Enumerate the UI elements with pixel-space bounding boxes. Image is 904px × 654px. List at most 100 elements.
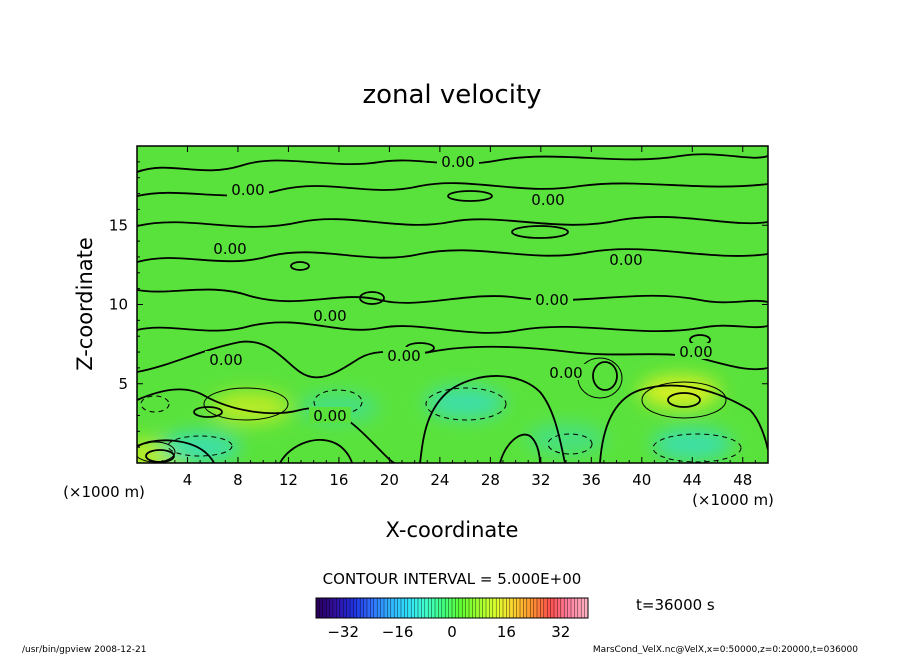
colorbar-cell bbox=[560, 598, 565, 618]
colorbar-cell bbox=[316, 598, 320, 618]
colorbar-cell bbox=[581, 598, 586, 618]
colorbar-cell bbox=[370, 598, 375, 618]
cool-spot-4 bbox=[526, 423, 607, 456]
contour-label-bg bbox=[675, 343, 717, 359]
x-tick-label: 32 bbox=[531, 471, 550, 489]
x-tick-label: 8 bbox=[233, 471, 243, 489]
colorbar-cell bbox=[350, 598, 354, 618]
colorbar-cell bbox=[472, 598, 477, 618]
y-tick-label: 10 bbox=[109, 296, 128, 314]
colorbar-cell bbox=[397, 598, 402, 618]
colorbar-cell bbox=[475, 598, 480, 618]
colorbar-tick-label: 32 bbox=[551, 623, 570, 641]
colorbar-cell bbox=[577, 598, 582, 618]
colorbar-tick-label: 16 bbox=[497, 623, 516, 641]
colorbar-cell bbox=[543, 598, 548, 618]
colorbar-tick-label: 0 bbox=[447, 623, 457, 641]
colorbar-cell bbox=[506, 598, 511, 618]
colorbar-cell bbox=[540, 598, 545, 618]
colorbar bbox=[315, 598, 589, 618]
colorbar-cell bbox=[333, 598, 337, 618]
footer-left: /usr/bin/gpview 2008-12-21 bbox=[22, 645, 146, 654]
x-tick-label: 36 bbox=[582, 471, 601, 489]
colorbar-cell bbox=[564, 598, 569, 618]
contour-label: 0.00 bbox=[549, 364, 582, 382]
x-tick-label: 16 bbox=[329, 471, 348, 489]
colorbar-cell bbox=[343, 598, 348, 618]
colorbar-ticks: −32 −16 0 16 32 bbox=[327, 623, 570, 641]
colorbar-cell bbox=[384, 598, 388, 618]
colorbar-cell bbox=[401, 598, 405, 618]
x-axis: 4 8 12 16 20 24 28 32 36 40 44 48 bbox=[149, 146, 756, 489]
colorbar-tick-label: −16 bbox=[382, 623, 414, 641]
colorbar-cell bbox=[435, 598, 439, 618]
colorbar-cell bbox=[530, 598, 535, 618]
x-tick-label: 4 bbox=[183, 471, 193, 489]
colorbar-cell bbox=[499, 598, 504, 618]
contour-label-bg bbox=[545, 364, 587, 380]
colorbar-cell bbox=[377, 598, 382, 618]
colorbar-cell bbox=[557, 598, 562, 618]
x-tick-label: 20 bbox=[380, 471, 399, 489]
colorbar-cell bbox=[452, 598, 456, 618]
colorbar-cell bbox=[322, 598, 327, 618]
colorbar-cell bbox=[469, 598, 473, 618]
colorbar-cell bbox=[448, 598, 453, 618]
colorbar-cell bbox=[513, 598, 518, 618]
colorbar-cell bbox=[373, 598, 378, 618]
colorbar-tick-label: −32 bbox=[327, 623, 359, 641]
x-tick-label: 44 bbox=[683, 471, 702, 489]
warm-spot-0 bbox=[210, 391, 291, 424]
colorbar-cell bbox=[326, 598, 331, 618]
contour-label: 0.00 bbox=[609, 251, 642, 269]
colorbar-cell bbox=[445, 598, 450, 618]
x-axis-label: X-coordinate bbox=[386, 518, 519, 542]
contour-label-bg bbox=[209, 240, 251, 256]
colorbar-cell bbox=[336, 598, 341, 618]
colorbar-cell bbox=[356, 598, 361, 618]
x-unit-right: (×1000 m) bbox=[692, 491, 774, 509]
colorbar-cell bbox=[387, 598, 392, 618]
x-tick-label: 28 bbox=[481, 471, 500, 489]
contour-label: 0.00 bbox=[209, 351, 242, 369]
colorbar-cell bbox=[390, 598, 395, 618]
cool-spot-2 bbox=[160, 431, 241, 463]
x-tick-label: 48 bbox=[733, 471, 752, 489]
contour-label-bg bbox=[309, 307, 351, 323]
colorbar-cell bbox=[411, 598, 416, 618]
colorbar-cell bbox=[486, 598, 490, 618]
contour-label: 0.00 bbox=[387, 347, 420, 365]
contour-label: 0.00 bbox=[213, 240, 246, 258]
colorbar-cell bbox=[584, 598, 589, 618]
colorbar-cell bbox=[567, 598, 572, 618]
colorbar-cell bbox=[554, 598, 558, 618]
contour-label: 0.00 bbox=[313, 307, 346, 325]
colorbar-cell bbox=[394, 598, 399, 618]
colorbar-cell bbox=[428, 598, 433, 618]
colorbar-cell bbox=[489, 598, 494, 618]
colorbar-cell bbox=[520, 598, 524, 618]
colorbar-cell bbox=[482, 598, 487, 618]
colorbar-cell bbox=[360, 598, 365, 618]
plot-field: 0.00 0.00 0.00 0.00 0.00 0.00 0.00 0.00 0.00 0.00… bbox=[137, 146, 768, 463]
colorbar-cell bbox=[363, 598, 368, 618]
contour-label-bg bbox=[309, 407, 351, 423]
contour-label: 0.00 bbox=[231, 181, 264, 199]
colorbar-cell bbox=[458, 598, 463, 618]
colorbar-cell bbox=[424, 598, 429, 618]
colorbar-cell bbox=[367, 598, 371, 618]
colorbar-cell bbox=[533, 598, 538, 618]
colorbar-cell bbox=[479, 598, 484, 618]
footer-right: MarsCond_VelX.nc@VelX,x=0:50000,z=0:2000… bbox=[593, 645, 858, 654]
colorbar-cell bbox=[574, 598, 579, 618]
colorbar-cell bbox=[329, 598, 334, 618]
colorbar-cell bbox=[404, 598, 409, 618]
x-unit-left: (×1000 m) bbox=[63, 483, 145, 501]
x-tick-label: 40 bbox=[632, 471, 651, 489]
colorbar-cell bbox=[431, 598, 436, 618]
colorbar-cell bbox=[353, 598, 358, 618]
colorbar-cell bbox=[421, 598, 426, 618]
time-label: t=36000 s bbox=[636, 596, 715, 614]
